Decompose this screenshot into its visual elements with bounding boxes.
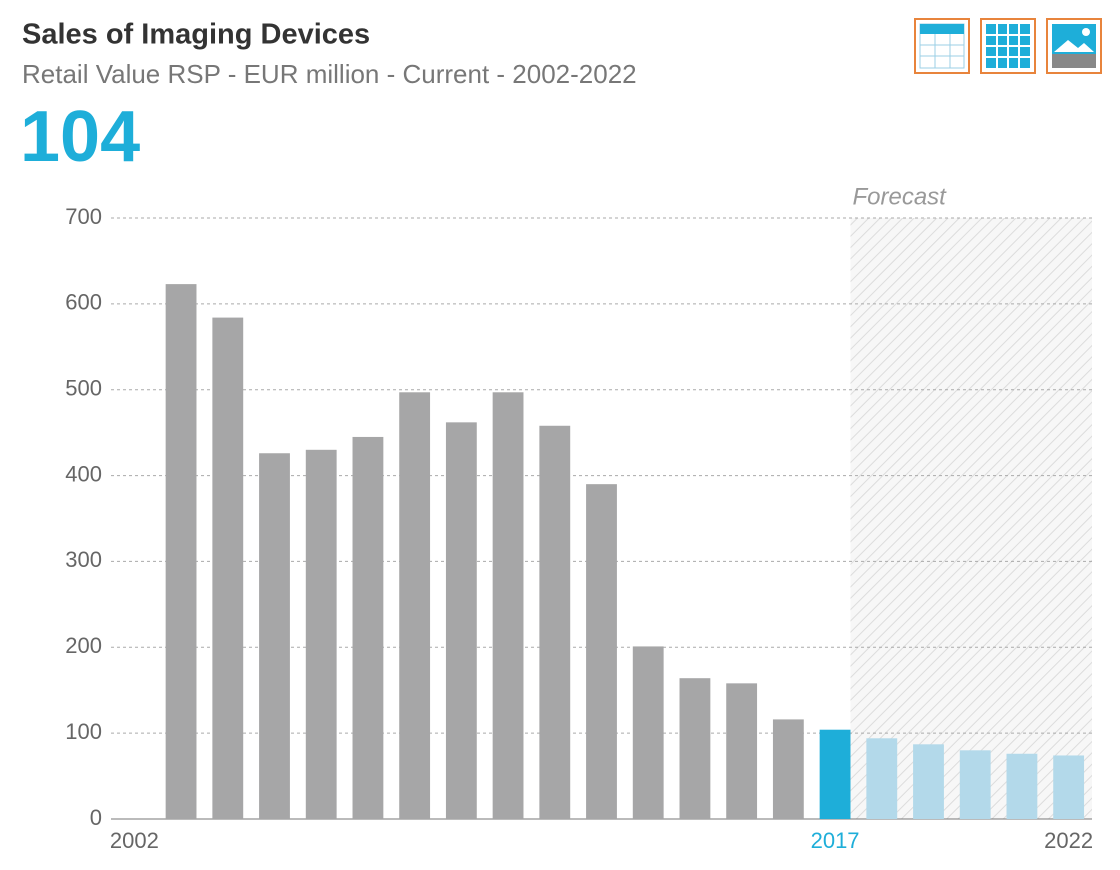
bar bbox=[586, 484, 617, 819]
chart-subtitle: Retail Value RSP - EUR million - Current… bbox=[22, 59, 637, 89]
bar bbox=[212, 317, 244, 819]
y-tick-label: 400 bbox=[65, 461, 102, 486]
forecast-label: Forecast bbox=[852, 183, 947, 210]
bar bbox=[632, 646, 664, 819]
chart-title: Sales of Imaging Devices bbox=[22, 19, 370, 51]
x-tick-label: 2002 bbox=[110, 828, 159, 853]
image-icon[interactable] bbox=[1046, 18, 1102, 74]
bar bbox=[772, 719, 804, 819]
y-tick-label: 300 bbox=[65, 547, 102, 572]
x-tick-label: 2017 bbox=[811, 828, 860, 853]
bar bbox=[819, 729, 851, 819]
y-tick-label: 200 bbox=[65, 633, 102, 658]
bar bbox=[352, 436, 384, 819]
bar bbox=[165, 284, 197, 819]
bar bbox=[539, 425, 571, 819]
y-tick-label: 100 bbox=[65, 719, 102, 744]
bar bbox=[445, 422, 477, 819]
bar bbox=[866, 738, 898, 819]
headline-value: 104 bbox=[20, 97, 140, 177]
forecast-region bbox=[850, 218, 1092, 819]
bar bbox=[726, 683, 758, 819]
bar bbox=[913, 744, 944, 819]
bar bbox=[492, 392, 524, 819]
y-tick-label: 600 bbox=[65, 290, 102, 315]
x-tick-label: 2022 bbox=[1044, 828, 1093, 853]
table-icon[interactable] bbox=[914, 18, 970, 74]
bar bbox=[679, 678, 711, 819]
y-tick-label: 500 bbox=[65, 376, 102, 401]
bar bbox=[959, 750, 991, 819]
grid-icon[interactable] bbox=[980, 18, 1036, 74]
bar bbox=[305, 449, 337, 819]
bar bbox=[1006, 753, 1038, 819]
y-tick-label: 700 bbox=[65, 204, 102, 229]
bar bbox=[399, 392, 431, 819]
y-tick-label: 0 bbox=[90, 805, 102, 830]
bar bbox=[1053, 755, 1085, 819]
bar bbox=[259, 453, 290, 819]
